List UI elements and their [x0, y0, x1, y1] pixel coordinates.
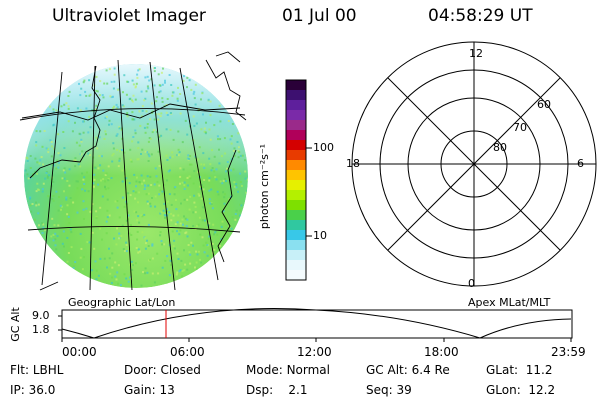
colorbar-swatch [286, 150, 306, 161]
colorbar-units: photon cm⁻²s⁻¹ [258, 143, 272, 230]
instrument-title: Ultraviolet Imager [52, 6, 206, 26]
colorbar-swatch [286, 100, 306, 111]
flt-label: Flt: [10, 363, 29, 377]
glat-label: GLat: [486, 363, 519, 377]
polar-label-mlt-12: 12 [469, 47, 483, 60]
glon-label: GLon: [486, 383, 521, 397]
altitude-plot-frame [61, 309, 573, 339]
info-flt: Flt: LBHL [10, 363, 63, 377]
colorbar-swatch [286, 180, 306, 191]
colorbar-swatch [286, 130, 306, 141]
colorbar-swatch [286, 220, 306, 231]
time-label: 04:58:29 UT [428, 6, 533, 26]
colorbar-swatch [286, 260, 306, 271]
colorbar-swatch [286, 250, 306, 261]
date-label: 01 Jul 00 [282, 6, 357, 26]
caption-geographic: Geographic Lat/Lon [68, 296, 176, 309]
altitude-curve [61, 308, 572, 339]
polar-label-mlt-6: 6 [577, 157, 584, 170]
seq-value: 39 [396, 383, 412, 397]
altitude-xtick-0: 00:00 [62, 345, 97, 359]
mode-value: Normal [286, 363, 330, 377]
altitude-xtick-1: 06:00 [170, 345, 205, 359]
colorbar-tick-10: 10 [313, 229, 327, 242]
info-glat: GLat: 11.2 [486, 363, 552, 377]
dsp-label: Dsp: [246, 383, 274, 397]
uv-image [24, 64, 248, 288]
colorbar-swatch [286, 160, 306, 171]
colorbar [286, 80, 306, 281]
mode-label: Mode: [246, 363, 283, 377]
coastlines [21, 51, 247, 291]
flt-value: LBHL [32, 363, 64, 377]
colorbar-swatch [286, 240, 306, 251]
info-door: Door: Closed [124, 363, 201, 377]
polar-label-lat-80: 80 [493, 141, 507, 154]
colorbar-swatch [286, 120, 306, 131]
ip-label: IP: [10, 383, 25, 397]
altitude-ytick-low: 1.8 [32, 323, 50, 336]
geo-grid [19, 59, 246, 291]
info-gcalt: GC Alt: 6.4 Re [366, 363, 450, 377]
info-glon: GLon: 12.2 [486, 383, 555, 397]
colorbar-swatch [286, 170, 306, 181]
colorbar-swatch [286, 140, 306, 151]
colorbar-swatch [286, 110, 306, 121]
colorbar-swatch [286, 200, 306, 211]
info-dsp: Dsp: 2.1 [246, 383, 308, 397]
altitude-ticks [58, 315, 572, 342]
polar-label-lat-70: 70 [513, 121, 527, 134]
polar-label-mlt-18: 18 [346, 157, 360, 170]
glat-value: 11.2 [525, 363, 553, 377]
ip-value: 36.0 [28, 383, 56, 397]
info-gain: Gain: 13 [124, 383, 175, 397]
colorbar-swatch [286, 190, 306, 201]
colorbar-swatch [286, 80, 306, 91]
altitude-xtick-3: 18:00 [424, 345, 459, 359]
caption-apex: Apex MLat/MLT [468, 296, 551, 309]
gcalt-value: 6.4 Re [411, 363, 450, 377]
altitude-ytick-high: 9.0 [32, 309, 50, 322]
colorbar-swatch [286, 270, 306, 281]
altitude-axis-label: GC Alt [8, 307, 22, 342]
info-ip: IP: 36.0 [10, 383, 55, 397]
polar-label-mlt-0: 0 [468, 277, 475, 290]
gain-label: Gain: [124, 383, 156, 397]
colorbar-tick-100: 100 [313, 141, 334, 154]
colorbar-frame [285, 79, 307, 281]
colorbar-swatch [286, 210, 306, 221]
colorbar-swatch [286, 90, 306, 101]
polar-label-lat-60: 60 [537, 98, 551, 111]
seq-label: Seq: [366, 383, 393, 397]
info-mode: Mode: Normal [246, 363, 330, 377]
glon-value: 12.2 [528, 383, 556, 397]
gcalt-label: GC Alt: [366, 363, 408, 377]
door-label: Door: [124, 363, 157, 377]
gain-value: 13 [159, 383, 175, 397]
info-seq: Seq: 39 [366, 383, 412, 397]
altitude-xtick-2: 12:00 [297, 345, 332, 359]
altitude-xtick-4: 23:59 [551, 345, 586, 359]
door-value: Closed [160, 363, 201, 377]
polar-grid [351, 41, 597, 287]
colorbar-swatch [286, 230, 306, 241]
dsp-value: 2.1 [288, 383, 308, 397]
